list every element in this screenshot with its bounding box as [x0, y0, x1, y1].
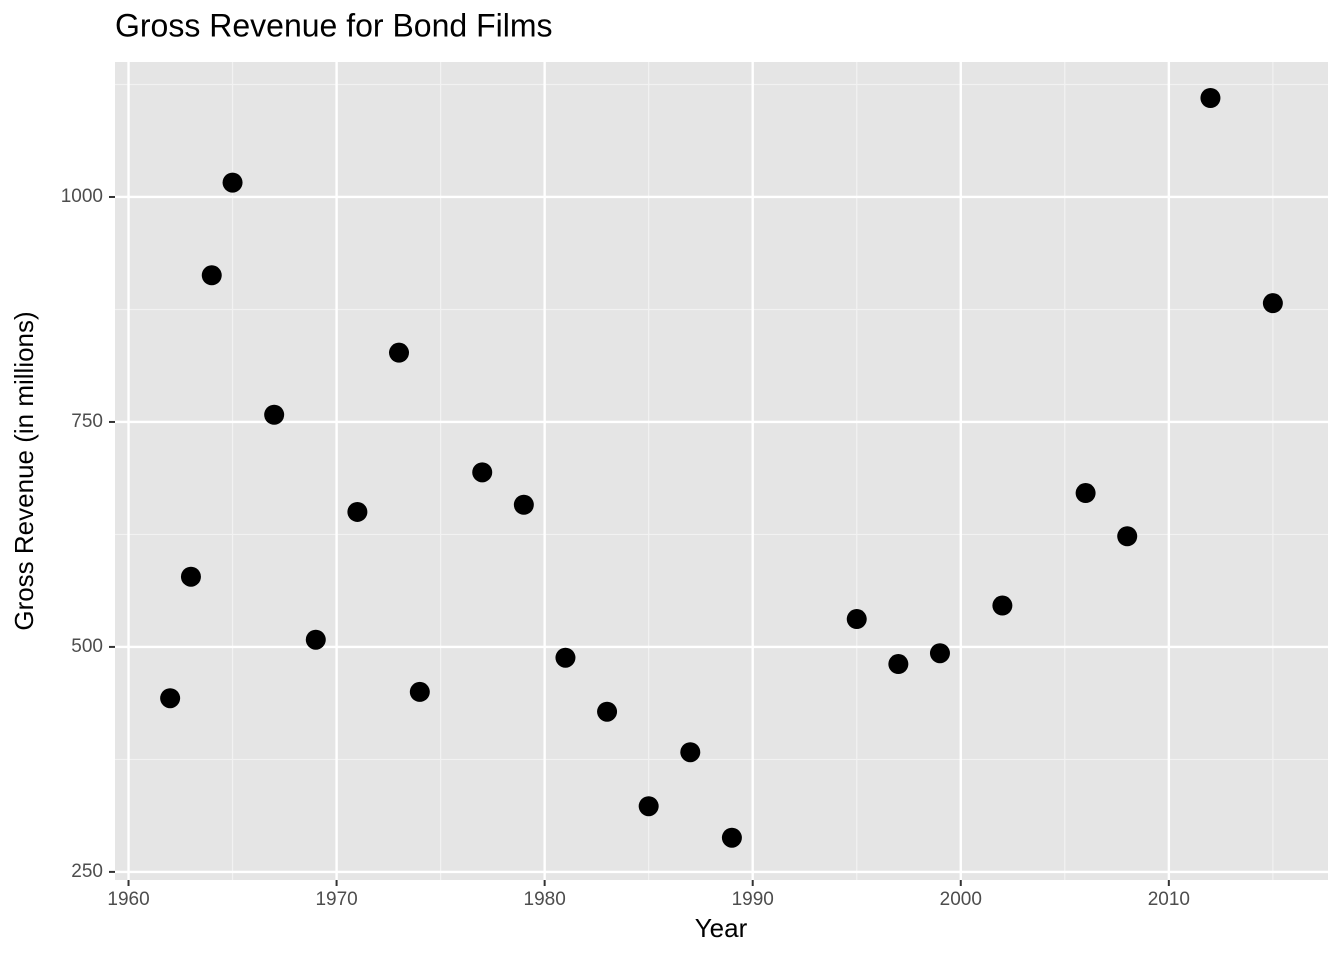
y-tick-label: 750 [71, 411, 103, 432]
grid [115, 62, 1328, 880]
point [513, 494, 534, 515]
x-tick-label: 1970 [315, 889, 357, 910]
x-tick-label: 1980 [524, 889, 566, 910]
point [1075, 483, 1096, 504]
point [555, 647, 576, 668]
y-tick-label: 250 [71, 861, 103, 882]
point [1200, 87, 1221, 108]
point [638, 796, 659, 817]
panel [115, 62, 1328, 880]
point [1117, 526, 1138, 547]
point [201, 265, 222, 286]
x-axis-title: Year [695, 913, 748, 943]
x-tick-label: 1960 [107, 889, 149, 910]
marks [160, 87, 1283, 848]
point [888, 654, 909, 675]
y-tick-label: 1000 [61, 186, 103, 207]
point [389, 342, 410, 363]
point [597, 701, 618, 722]
point [992, 595, 1013, 616]
point [160, 688, 181, 709]
point [1262, 293, 1283, 314]
point [680, 742, 701, 763]
y-tick-label: 500 [71, 636, 103, 657]
point [222, 172, 243, 193]
point [721, 827, 742, 848]
x-tick-label: 2000 [940, 889, 982, 910]
point [929, 643, 950, 664]
x-tick-label: 2010 [1148, 889, 1190, 910]
point [472, 462, 493, 483]
point [846, 609, 867, 630]
chart-title: Gross Revenue for Bond Films [115, 7, 553, 43]
x-tick-label: 1990 [732, 889, 774, 910]
point [180, 566, 201, 587]
point [264, 404, 285, 425]
y-axis-title: Gross Revenue (in millions) [9, 311, 39, 630]
point [305, 629, 326, 650]
point [347, 501, 368, 522]
point [409, 681, 430, 702]
